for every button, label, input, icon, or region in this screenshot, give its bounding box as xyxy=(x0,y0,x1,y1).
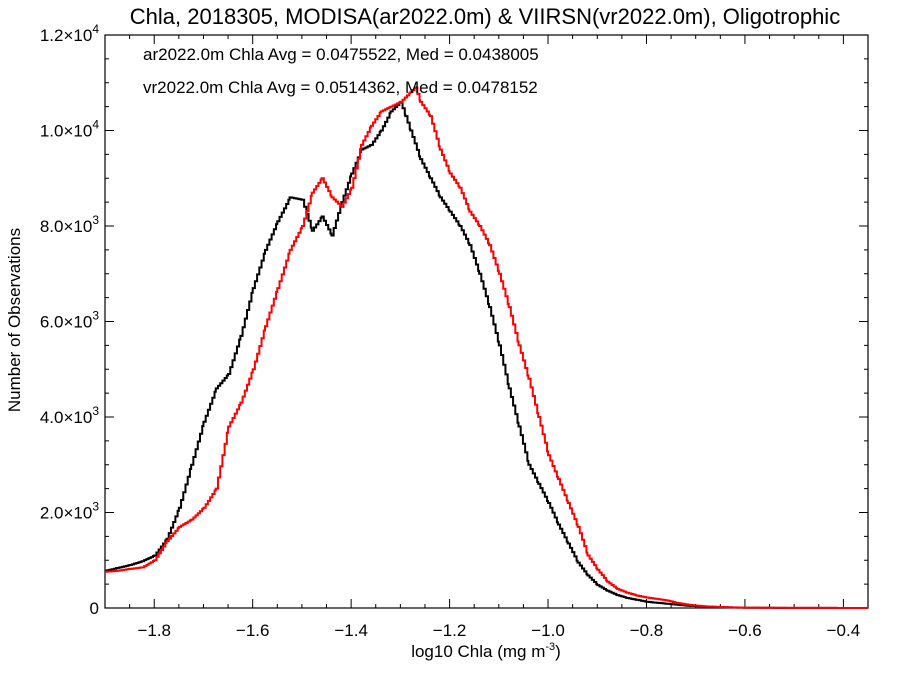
y-tick-label: 4.0×103 xyxy=(40,404,99,427)
y-tick-label: 6.0×103 xyxy=(40,309,99,332)
chart-title: Chla, 2018305, MODISA(ar2022.0m) & VIIRS… xyxy=(130,4,840,29)
y-tick-label: 2.0×103 xyxy=(40,500,99,523)
x-axis-label: log10 Chla (mg m-3) xyxy=(411,641,561,661)
x-axis-label-exponent: -3 xyxy=(545,641,555,653)
x-tick-label: −1.2 xyxy=(433,621,467,640)
y-tick-label: 1.2×104 xyxy=(40,22,99,45)
y-axis-label: Number of Observations xyxy=(5,228,24,412)
y-tick-label: 1.0×104 xyxy=(40,118,99,141)
plot-frame xyxy=(104,34,869,609)
series-line-vr2022.0m xyxy=(105,86,868,609)
x-axis-label-close: ) xyxy=(555,642,561,661)
x-tick-label: −1.4 xyxy=(334,621,368,640)
x-tick-label: −0.8 xyxy=(630,621,664,640)
y-tick-label: 8.0×103 xyxy=(40,213,99,236)
legend-entry-ar2022: ar2022.0m Chla Avg = 0.0475522, Med = 0.… xyxy=(143,45,539,64)
x-tick-label: −1.8 xyxy=(137,621,171,640)
plot-area-border xyxy=(104,34,869,609)
x-tick-label: −0.6 xyxy=(728,621,762,640)
legend-entry-vr2022: vr2022.0m Chla Avg = 0.0514362, Med = 0.… xyxy=(143,78,538,97)
x-axis-label-text: log10 Chla (mg m xyxy=(411,642,545,661)
x-tick-label: −1.6 xyxy=(236,621,270,640)
x-axis-ticks: −1.8 −1.6 −1.4 −1.2 −1.0 −0.8 −0.6 −0.4 xyxy=(129,35,861,640)
series-line-ar2022.0m xyxy=(105,100,868,609)
series-lines xyxy=(105,86,868,609)
y-tick-label: 0 xyxy=(90,599,99,618)
x-tick-label: −1.0 xyxy=(531,621,565,640)
x-tick-label: −0.4 xyxy=(827,621,861,640)
y-axis-ticks: 0 2.0×103 4.0×103 6.0×103 8.0×103 1.0×104 1.2×… xyxy=(40,22,868,618)
